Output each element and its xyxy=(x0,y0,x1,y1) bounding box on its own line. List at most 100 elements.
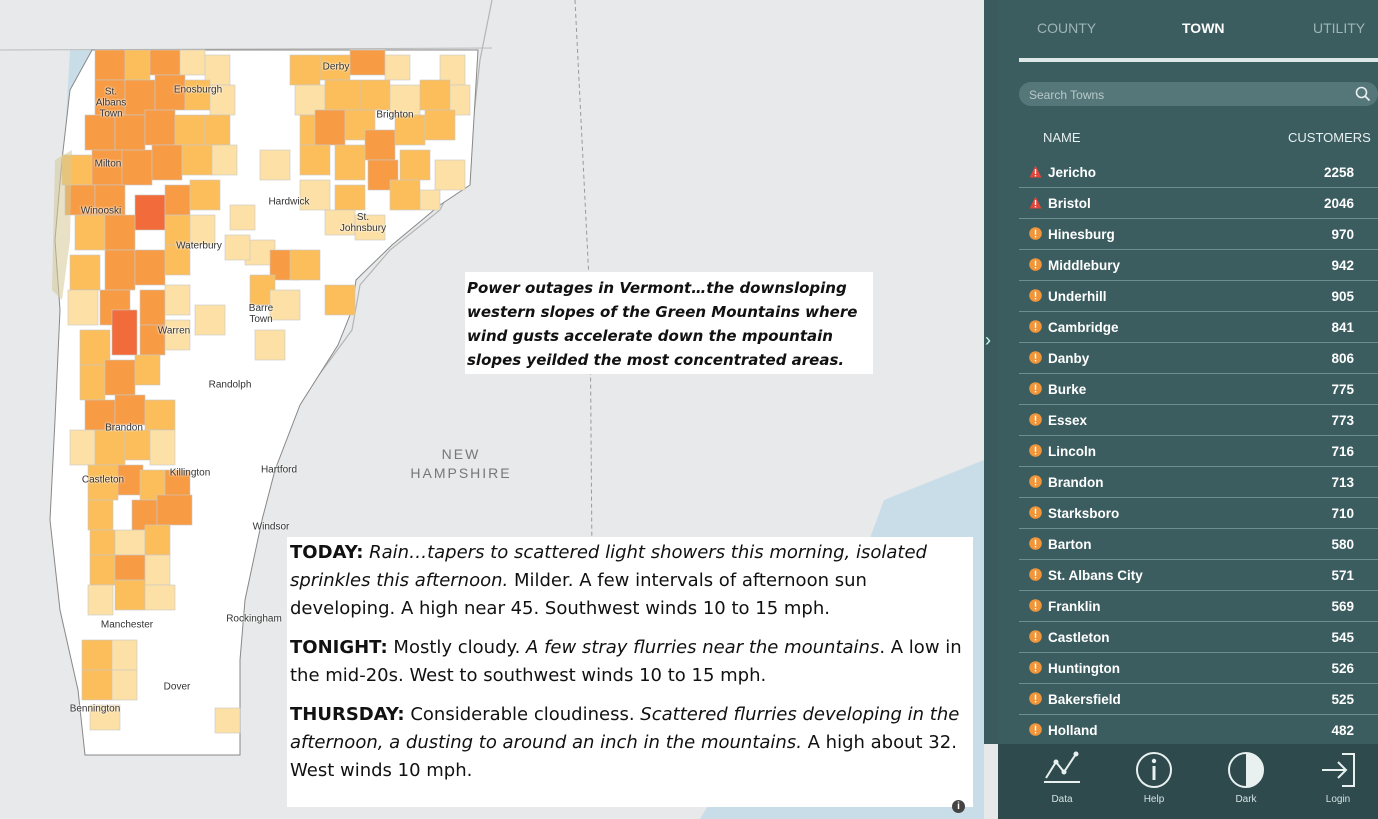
town-row[interactable]: Underhill 905 xyxy=(1019,281,1378,312)
panel-toggle[interactable]: › xyxy=(984,0,998,744)
town-polygon[interactable] xyxy=(117,464,144,496)
town-polygon[interactable] xyxy=(69,254,101,291)
town-polygon[interactable] xyxy=(149,49,181,76)
town-polygon[interactable] xyxy=(424,109,456,141)
town-polygon[interactable] xyxy=(434,159,466,191)
town-polygon[interactable] xyxy=(349,49,386,76)
town-polygon[interactable] xyxy=(174,114,206,146)
town-row[interactable]: Jericho 2258 xyxy=(1019,157,1378,188)
town-polygon[interactable] xyxy=(84,114,116,151)
town-row[interactable]: Cambridge 841 xyxy=(1019,312,1378,343)
town-polygon[interactable] xyxy=(184,79,211,111)
town-polygon[interactable] xyxy=(134,194,166,231)
town-polygon[interactable] xyxy=(87,499,114,531)
town-polygon[interactable] xyxy=(104,214,136,251)
town-polygon[interactable] xyxy=(144,554,171,586)
town-polygon[interactable] xyxy=(209,84,236,116)
town-row[interactable]: Danby 806 xyxy=(1019,343,1378,374)
chevron-right-icon[interactable]: › xyxy=(985,330,991,350)
login-button[interactable]: Login xyxy=(1308,750,1368,814)
town-polygon[interactable] xyxy=(164,184,191,216)
town-polygon[interactable] xyxy=(334,184,366,211)
town-polygon[interactable] xyxy=(124,49,151,81)
town-polygon[interactable] xyxy=(164,284,191,316)
town-polygon[interactable] xyxy=(114,554,146,581)
town-polygon[interactable] xyxy=(104,359,136,396)
town-polygon[interactable] xyxy=(91,149,123,186)
town-polygon[interactable] xyxy=(399,149,431,181)
town-row[interactable]: St. Albans City 571 xyxy=(1019,560,1378,591)
town-row[interactable]: Middlebury 942 xyxy=(1019,250,1378,281)
town-polygon[interactable] xyxy=(144,524,171,556)
town-polygon[interactable] xyxy=(419,79,451,111)
town-polygon[interactable] xyxy=(134,249,166,286)
town-polygon[interactable] xyxy=(94,429,126,466)
town-row[interactable]: Barton 580 xyxy=(1019,529,1378,560)
town-polygon[interactable] xyxy=(89,704,121,731)
town-polygon[interactable] xyxy=(149,429,176,466)
town-polygon[interactable] xyxy=(81,639,113,671)
map-info-icon[interactable]: i xyxy=(952,800,965,813)
town-polygon[interactable] xyxy=(79,364,106,401)
town-row[interactable]: Franklin 569 xyxy=(1019,591,1378,622)
town-polygon[interactable] xyxy=(94,49,126,81)
town-polygon[interactable] xyxy=(94,184,126,216)
town-polygon[interactable] xyxy=(359,79,391,111)
town-polygon[interactable] xyxy=(94,79,126,116)
town-polygon[interactable] xyxy=(144,399,176,431)
town-polygon[interactable] xyxy=(299,144,331,176)
town-row[interactable]: Burke 775 xyxy=(1019,374,1378,405)
town-polygon[interactable] xyxy=(324,79,361,111)
search-input[interactable] xyxy=(1027,85,1351,105)
town-polygon[interactable] xyxy=(229,204,256,231)
tab-town[interactable]: TOWN xyxy=(1182,20,1225,36)
town-polygon[interactable] xyxy=(114,579,146,611)
town-polygon[interactable] xyxy=(179,49,206,76)
town-row[interactable]: Lincoln 716 xyxy=(1019,436,1378,467)
town-row[interactable]: Bristol 2046 xyxy=(1019,188,1378,219)
town-polygon[interactable] xyxy=(67,289,99,326)
column-header-customers[interactable]: CUSTOMERS xyxy=(1288,130,1371,145)
town-polygon[interactable] xyxy=(211,144,238,176)
town-polygon[interactable] xyxy=(324,209,356,236)
town-row[interactable]: Huntington 526 xyxy=(1019,653,1378,684)
town-polygon[interactable] xyxy=(299,179,331,211)
town-polygons[interactable] xyxy=(61,49,471,734)
town-polygon[interactable] xyxy=(89,554,116,586)
town-row[interactable]: Starksboro 710 xyxy=(1019,498,1378,529)
town-polygon[interactable] xyxy=(394,114,426,146)
town-polygon[interactable] xyxy=(164,319,191,351)
town-polygon[interactable] xyxy=(189,179,221,211)
town-polygon[interactable] xyxy=(144,109,176,146)
town-polygon[interactable] xyxy=(81,669,113,701)
town-polygon[interactable] xyxy=(114,394,146,426)
town-polygon[interactable] xyxy=(324,284,356,316)
town-polygon[interactable] xyxy=(289,54,321,86)
town-polygon[interactable] xyxy=(121,149,153,186)
tab-county[interactable]: COUNTY xyxy=(1037,20,1097,36)
town-row[interactable]: Holland 482 xyxy=(1019,715,1378,744)
town-polygon[interactable] xyxy=(104,249,136,291)
search-icon[interactable] xyxy=(1354,85,1372,103)
tab-utility[interactable]: UTILITY xyxy=(1313,20,1366,36)
town-polygon[interactable] xyxy=(89,529,116,556)
town-polygon[interactable] xyxy=(364,129,396,161)
town-polygon[interactable] xyxy=(74,214,106,251)
town-polygon[interactable] xyxy=(289,249,321,281)
town-polygon[interactable] xyxy=(259,149,291,181)
town-polygon[interactable] xyxy=(111,669,138,701)
town-polygon[interactable] xyxy=(389,84,421,116)
column-header-name[interactable]: NAME xyxy=(1043,130,1081,145)
town-polygon[interactable] xyxy=(134,354,161,386)
town-row[interactable]: Essex 773 xyxy=(1019,405,1378,436)
town-polygon[interactable] xyxy=(204,114,231,146)
town-polygon[interactable] xyxy=(69,429,96,466)
search-box[interactable] xyxy=(1019,82,1378,106)
town-polygon[interactable] xyxy=(334,144,366,181)
town-polygon[interactable] xyxy=(114,529,146,556)
town-polygon[interactable] xyxy=(151,144,183,181)
town-polygon[interactable] xyxy=(164,244,191,276)
town-polygon[interactable] xyxy=(114,114,146,151)
town-polygon[interactable] xyxy=(189,214,216,246)
town-polygon[interactable] xyxy=(269,289,301,321)
